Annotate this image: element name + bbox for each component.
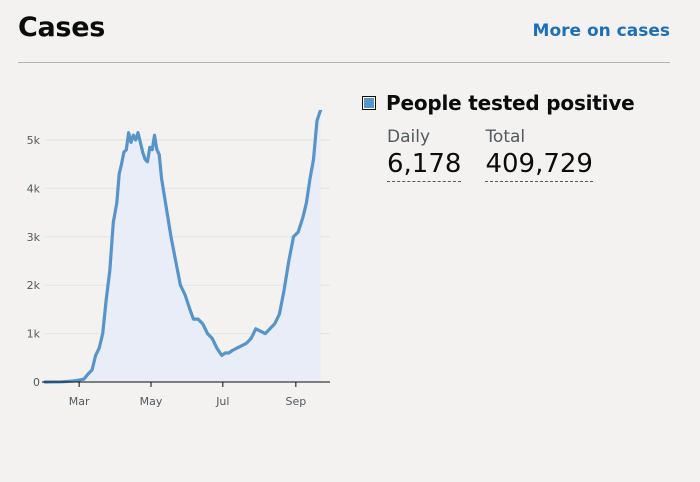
more-on-cases-link[interactable]: More on cases xyxy=(532,21,670,41)
chart-svg: 0 1k 2k 3k 4k 5k Mar May Jul Sep xyxy=(27,110,330,408)
y-tick-label: 1k xyxy=(27,328,41,341)
total-label: Total xyxy=(485,127,526,147)
card-title: Cases xyxy=(18,12,105,43)
daily-stat: Daily 6,178 xyxy=(387,127,462,182)
series-area xyxy=(45,110,321,382)
total-stat: Total 409,729 xyxy=(485,127,593,182)
x-tick-label: Sep xyxy=(285,395,306,408)
legend: People tested positive xyxy=(362,91,635,115)
x-tick-label: Mar xyxy=(69,395,90,408)
y-tick-label: 0 xyxy=(33,376,40,389)
square-swatch-icon xyxy=(362,96,376,110)
header-divider xyxy=(18,62,670,63)
y-tick-label: 5k xyxy=(27,134,41,147)
stats: Daily 6,178 Total 409,729 xyxy=(387,127,593,182)
x-tick-label: May xyxy=(140,395,163,408)
y-tick-label: 2k xyxy=(27,279,41,292)
legend-label: People tested positive xyxy=(386,91,635,115)
y-tick-label: 4k xyxy=(27,182,41,195)
daily-value[interactable]: 6,178 xyxy=(387,149,462,182)
x-tick-label: Jul xyxy=(215,395,229,408)
cases-chart: 0 1k 2k 3k 4k 5k Mar May Jul Sep xyxy=(0,110,345,420)
series-line xyxy=(43,110,323,384)
y-tick-label: 3k xyxy=(27,231,41,244)
daily-label: Daily xyxy=(387,127,431,147)
total-value[interactable]: 409,729 xyxy=(485,149,593,182)
